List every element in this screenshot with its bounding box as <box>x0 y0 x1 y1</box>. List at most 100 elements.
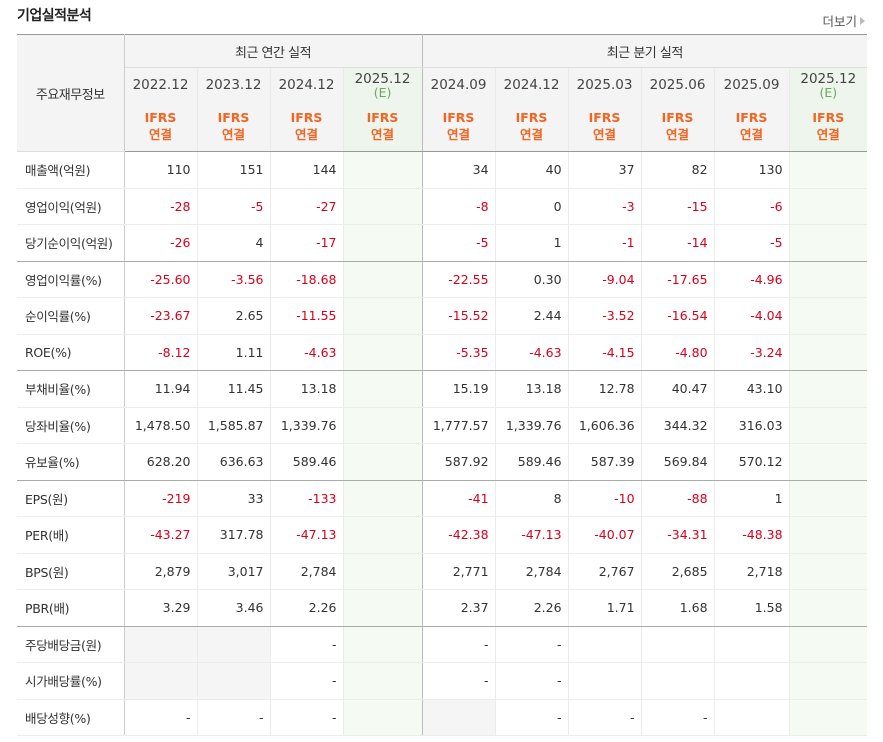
table-cell: 589.46 <box>494 443 569 481</box>
section-title: 기업실적분석 <box>17 8 92 24</box>
period-date: 2025.06 <box>649 76 706 93</box>
table-cell: -133 <box>269 480 343 517</box>
table-row: 매출액(억원) 110 151 144 34 40 37 82 130 <box>17 151 868 189</box>
table-cell: -5 <box>196 188 270 225</box>
table-cell <box>788 516 868 554</box>
table-cell: -9.04 <box>567 261 642 298</box>
table-cell <box>342 188 423 225</box>
table-cell: - <box>269 662 343 700</box>
table-cell: 1 <box>494 224 569 262</box>
table-body: 매출액(억원) 110 151 144 34 40 37 82 130 영업이익(억원) -28 -5… <box>17 151 868 736</box>
row-label: 부채비율(%) <box>17 370 125 408</box>
accounting-standard-header: IFRS 연결 <box>788 101 868 152</box>
table-cell: -8.12 <box>123 334 197 371</box>
accounting-standard: IFRS <box>735 110 768 125</box>
table-cell <box>342 261 423 298</box>
table-cell: 144 <box>269 151 343 189</box>
accounting-standard: IFRS <box>588 110 621 125</box>
table-cell: - <box>494 662 569 700</box>
table-cell: 587.92 <box>421 443 496 481</box>
table-row: 시가배당률(%) - - - <box>17 662 868 700</box>
accounting-standard-header: IFRS 연결 <box>640 101 715 152</box>
row-label: 매출액(억원) <box>17 151 125 189</box>
table-cell: 2,784 <box>269 553 343 590</box>
table-cell <box>788 370 868 408</box>
annual-group-header: 최근 연간 실적 <box>124 34 423 68</box>
table-cell: -26 <box>123 224 197 262</box>
accounting-standard: IFRS <box>217 110 250 125</box>
table-cell: 1,478.50 <box>123 407 197 444</box>
table-cell: -6 <box>713 188 790 225</box>
table-cell: - <box>123 699 197 736</box>
table-cell: -14 <box>640 224 715 262</box>
table-cell <box>342 589 423 627</box>
table-cell: -15.52 <box>421 297 496 335</box>
table-cell: 8 <box>494 480 569 517</box>
table-cell: 43.10 <box>713 370 790 408</box>
table-cell <box>788 261 868 298</box>
table-cell: -4.96 <box>713 261 790 298</box>
table-cell: 3,017 <box>196 553 270 590</box>
table-cell: -1 <box>567 224 642 262</box>
table-cell: 628.20 <box>123 443 197 481</box>
table-cell <box>640 662 715 700</box>
accounting-standard-header: IFRS 연결 <box>196 101 270 152</box>
accounting-standard: IFRS <box>366 110 399 125</box>
table-cell <box>567 626 642 663</box>
table-cell: - <box>494 699 569 736</box>
table-cell <box>788 480 868 517</box>
table-cell: 13.18 <box>269 370 343 408</box>
table-cell: -4.63 <box>494 334 569 371</box>
table-cell <box>196 626 270 663</box>
table-cell: -42.38 <box>421 516 496 554</box>
table-row: 순이익률(%) -23.67 2.65 -11.55 -15.52 2.44 -3.52 -1… <box>17 297 868 335</box>
table-cell: 40.47 <box>640 370 715 408</box>
table-cell: 34 <box>421 151 496 189</box>
table-cell: -17 <box>269 224 343 262</box>
table-cell: -4.80 <box>640 334 715 371</box>
table-cell: 316.03 <box>713 407 790 444</box>
table-cell: 2,784 <box>494 553 569 590</box>
table-cell <box>567 662 642 700</box>
table-cell: -3 <box>567 188 642 225</box>
row-label: PER(배) <box>17 516 125 554</box>
table-cell <box>342 662 423 700</box>
period-date-header: 2025.12 (E) <box>342 67 423 101</box>
table-cell <box>788 224 868 262</box>
period-date-header: 2025.06 <box>640 67 715 101</box>
table-cell <box>196 662 270 700</box>
chevron-right-icon <box>860 17 865 25</box>
table-cell: 1.68 <box>640 589 715 627</box>
table-cell: -219 <box>123 480 197 517</box>
table-cell: -34.31 <box>640 516 715 554</box>
row-label: 배당성향(%) <box>17 699 125 736</box>
table-cell: -47.13 <box>494 516 569 554</box>
table-cell: - <box>421 626 496 663</box>
table-cell <box>342 151 423 189</box>
table-cell <box>342 334 423 371</box>
more-link[interactable]: 더보기 <box>822 11 865 30</box>
row-label: BPS(원) <box>17 553 125 590</box>
table-cell: 2.37 <box>421 589 496 627</box>
table-row: 주당배당금(원) - - - <box>17 626 868 663</box>
period-date: 2024.12 <box>278 76 335 93</box>
table-cell: -88 <box>640 480 715 517</box>
table-cell: 130 <box>713 151 790 189</box>
table-row: 당기순이익(억원) -26 4 -17 -5 1 -1 -14 -5 <box>17 224 868 262</box>
period-date: 2024.12 <box>503 76 560 93</box>
table-cell <box>788 662 868 700</box>
row-label: 영업이익률(%) <box>17 261 125 298</box>
table-cell: 317.78 <box>196 516 270 554</box>
period-date-header: 2024.12 <box>494 67 569 101</box>
table-cell: 11.45 <box>196 370 270 408</box>
table-cell: -4.15 <box>567 334 642 371</box>
table-cell: -11.55 <box>269 297 343 335</box>
table-cell: 37 <box>567 151 642 189</box>
consolidation-basis: 연결 <box>221 127 245 142</box>
table-cell: 1 <box>713 480 790 517</box>
period-date: 2022.12 <box>132 76 189 93</box>
table-cell: 33 <box>196 480 270 517</box>
accounting-standard-header: IFRS 연결 <box>123 101 197 152</box>
table-cell: -15 <box>640 188 715 225</box>
